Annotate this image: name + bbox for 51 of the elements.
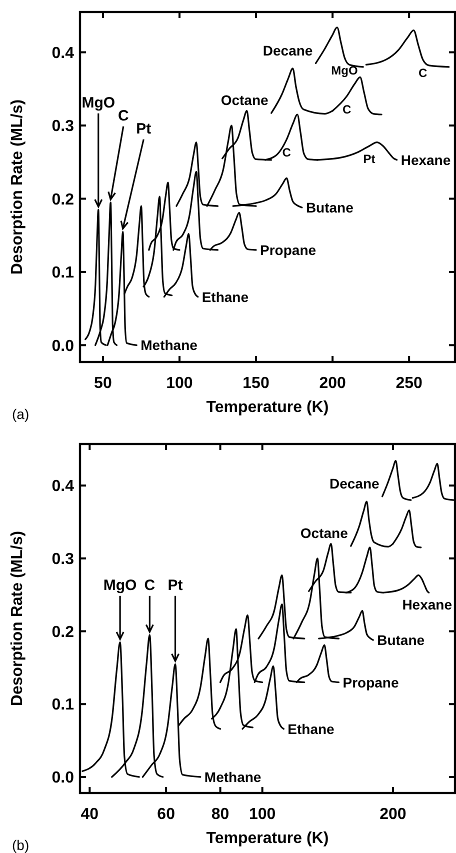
annotation: Pt — [363, 152, 376, 166]
series-label: Decane — [329, 475, 380, 492]
y-tick-label: 0.3 — [52, 118, 74, 136]
y-axis-title: Desorption Rate (ML/s) — [9, 99, 26, 275]
annotation: C — [118, 107, 129, 124]
annotation: Pt — [136, 120, 152, 138]
y-tick-label: 0.2 — [52, 191, 74, 208]
y-tick-label: 0.1 — [52, 696, 74, 714]
x-tick-label: 250 — [396, 375, 423, 392]
annotation: MgO — [331, 64, 358, 78]
x-tick-label: 150 — [242, 375, 270, 392]
annotation: C — [418, 66, 428, 80]
y-tick-label: 0.3 — [52, 550, 74, 568]
y-axis-title: Desorption Rate (ML/s) — [9, 530, 26, 706]
legend-label: Butane — [377, 632, 425, 648]
x-axis-title: Temperature (K) — [206, 399, 329, 416]
annotation: MgO — [82, 94, 116, 112]
series-label: Methane — [140, 337, 198, 354]
annotation: C — [144, 576, 156, 594]
x-tick-label: 200 — [319, 375, 346, 392]
x-tick-label: 100 — [166, 375, 193, 392]
x-tick-label: 60 — [157, 806, 176, 823]
annotation: C — [342, 102, 352, 116]
x-axis-title: Temperature (K) — [206, 830, 329, 847]
series-label: Ethane — [202, 288, 249, 305]
series-label: Ethane — [288, 720, 335, 737]
series-label: Propane — [342, 674, 399, 690]
annotation: Pt — [168, 576, 183, 594]
y-tick-label: 0.0 — [52, 770, 74, 787]
x-tick-label: 200 — [380, 806, 406, 823]
series-label: Methane — [204, 768, 262, 785]
text: (a) — [12, 406, 30, 422]
y-tick-label: 0.0 — [52, 338, 74, 355]
series-label: Propane — [260, 242, 316, 258]
series-label: Hexane — [402, 596, 452, 613]
x-tick-label: 40 — [80, 806, 99, 823]
x-tick-label: 80 — [211, 806, 230, 823]
annotation: C — [282, 146, 292, 160]
series-label: Octane — [220, 92, 269, 108]
series-label: Decane — [262, 42, 313, 58]
x-tick-label: 100 — [248, 806, 276, 823]
annotation: MgO — [103, 576, 138, 594]
y-tick-label: 0.4 — [52, 44, 74, 62]
text: (b) — [12, 837, 30, 853]
series-label: Octane — [300, 525, 348, 542]
x-tick-label: 50 — [94, 375, 112, 392]
y-tick-label: 0.4 — [52, 478, 74, 496]
series-label: Butane — [306, 200, 354, 216]
y-tick-label: 0.2 — [52, 624, 74, 641]
series-label: Hexane — [400, 152, 451, 168]
y-tick-label: 0.1 — [52, 264, 74, 282]
